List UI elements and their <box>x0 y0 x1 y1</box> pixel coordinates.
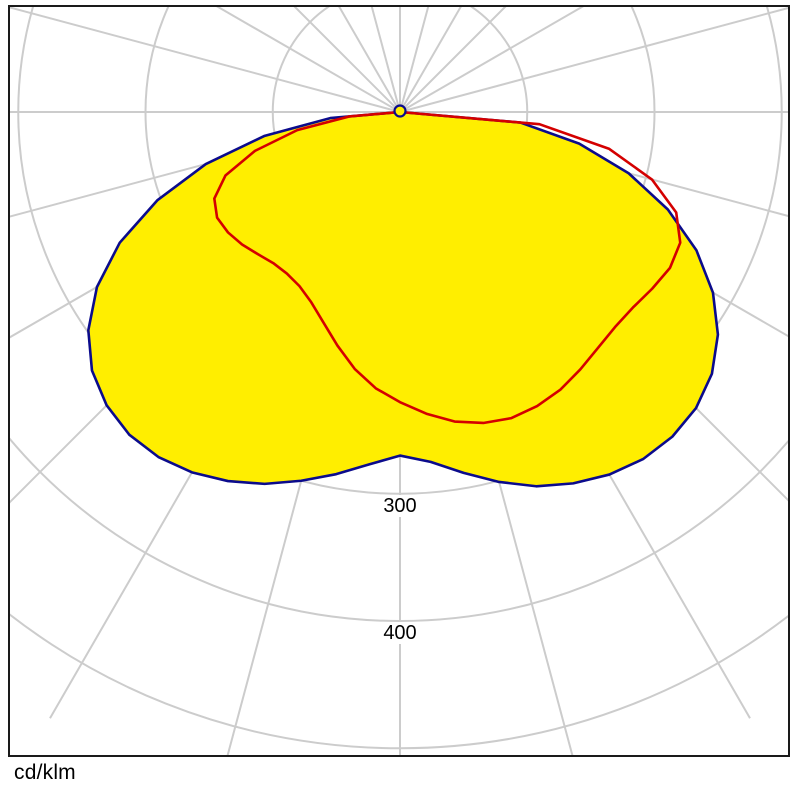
origin-marker <box>393 104 407 118</box>
series-curve-c90-c270 <box>213 110 682 425</box>
polar-plot-svg: 300 400 <box>10 7 788 755</box>
radial-tick-label-300: 300 <box>383 495 416 517</box>
radial-tick-labels: 300 400 <box>377 495 423 644</box>
series-layer <box>87 110 720 488</box>
unit-label: cd/klm <box>14 761 76 784</box>
series-curve-c0-c180 <box>87 110 720 488</box>
series-fill-c0-c180 <box>88 112 718 487</box>
plot-frame: 300 400 <box>8 5 790 757</box>
radial-tick-label-400: 400 <box>383 622 416 644</box>
tick-label-backdrop <box>377 495 423 517</box>
tick-label-backdrop <box>377 622 423 644</box>
